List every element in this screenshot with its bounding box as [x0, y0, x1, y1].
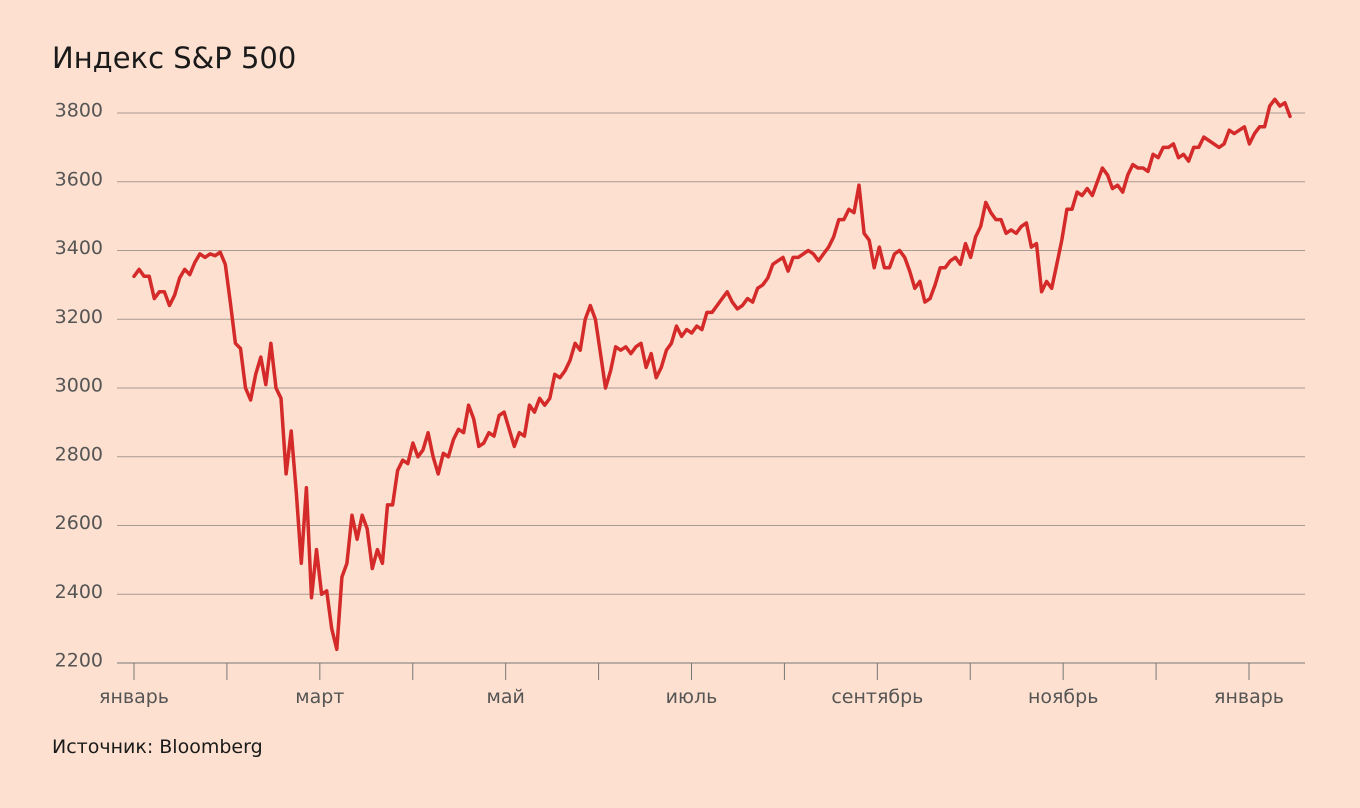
y-tick-label: 3200 — [55, 306, 103, 328]
chart-title: Индекс S&P 500 — [52, 41, 296, 75]
y-tick-label: 2400 — [55, 581, 103, 603]
source-note: Источник: Bloomberg — [52, 736, 263, 758]
x-tick-label: июль — [666, 686, 718, 708]
y-tick-label: 3800 — [55, 100, 103, 122]
x-tick-label: январь — [1214, 686, 1284, 708]
y-tick-label: 2200 — [55, 650, 103, 672]
x-tick-label: май — [487, 686, 525, 708]
y-tick-label: 3000 — [55, 375, 103, 397]
y-tick-label: 3400 — [55, 237, 103, 259]
x-tick-label: сентябрь — [831, 686, 923, 708]
data-line — [132, 97, 1292, 652]
y-tick-label: 2800 — [55, 443, 103, 465]
y-tick-label: 3600 — [55, 168, 103, 190]
y-tick-label: 2600 — [55, 512, 103, 534]
x-tick-label: январь — [99, 686, 169, 708]
x-tick-label: ноябрь — [1028, 686, 1098, 708]
x-tick-label: март — [295, 686, 344, 708]
